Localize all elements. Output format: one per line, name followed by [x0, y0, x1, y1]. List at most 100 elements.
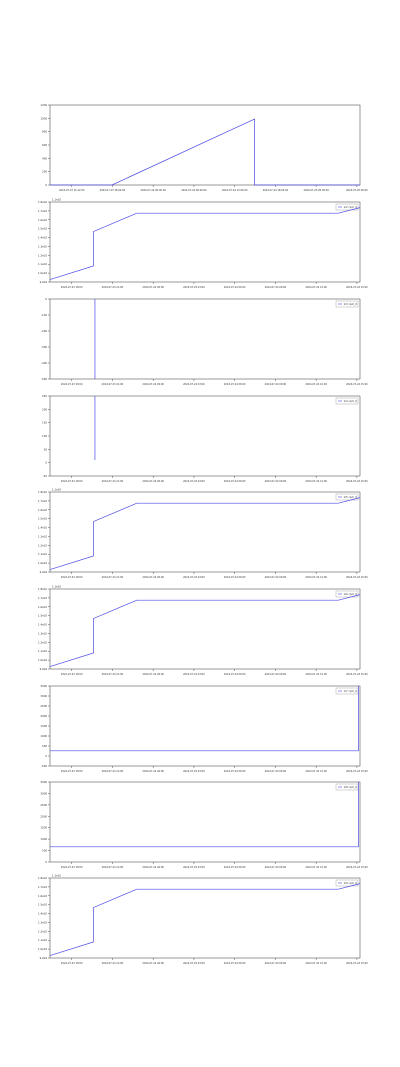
chart-panel-3: 0 -100 -200 -300 -400 -500 2024-07-23 18:00 202… [41, 297, 368, 386]
series-line [50, 118, 360, 186]
legend-label: 1/6 cpm_0 [344, 592, 358, 596]
y-tick-label: -100 [41, 313, 47, 317]
y-tick-label: 1.2e10 [38, 253, 47, 257]
legend-box [335, 590, 359, 598]
x-tick-label: 2024-07-24 06:00 [224, 480, 246, 483]
y-tick-label: 1000 [40, 116, 47, 120]
legend-box [335, 687, 359, 695]
y-tick-label: 600 [42, 143, 47, 147]
y-tick-label: 0 [45, 754, 47, 758]
y-tick-label: 3000 [40, 694, 47, 698]
x-tick-label: 2024-07-24 00:00 [142, 962, 164, 965]
x-tick-label: 2024-07-24 12:00 [305, 480, 327, 483]
chart-panel-9: 1.8e10 1.7e10 1.6e10 1.5e10 1.4e10 1.3e10 1.2e… [38, 874, 368, 966]
chart-panel-6: 1.8e10 1.7e10 1.6e10 1.5e10 1.4e10 1.3e10 1.2e… [38, 585, 368, 677]
x-tick-label: 2024-07-24 09:00 [265, 673, 287, 676]
plot-frame [49, 877, 361, 959]
x-tick-label: 2024-07-24 09:00 [265, 576, 287, 579]
y-tick-label: 1.6e10 [38, 218, 47, 222]
y-tick-label: 1.2e10 [38, 640, 47, 644]
x-tick-label: 2024-07-23 21:00 [102, 576, 124, 579]
x-tick-label: 2024-07-24 12:00 [305, 383, 327, 386]
y-tick-label: 1.8e10 [38, 490, 47, 494]
offset-text: 1.1e10 [52, 488, 61, 492]
y-tick-label: 9.0e9 [40, 570, 48, 574]
legend-label: 1/2 cpm_0 [344, 205, 358, 209]
y-tick-label: 150 [42, 421, 47, 425]
x-tick-label: 2024-07-23 15:12:00 [59, 189, 85, 192]
x-tick-label: 2024-07-23 18:00 [61, 770, 83, 773]
y-tick-label: 0 [45, 461, 47, 465]
y-tick-label: 1.3e10 [38, 920, 47, 924]
y-tick-label: 500 [42, 744, 47, 748]
y-tick-label: 1.4e10 [38, 623, 47, 627]
y-tick-label: 0 [45, 183, 47, 187]
x-tick-label: 2024-07-24 00:00 [142, 480, 164, 483]
offset-text: 1.1e10 [52, 585, 61, 589]
x-tick-label: 2024-07-24 15:00 [346, 962, 368, 965]
x-tick-label: 2024-07-24 15:00 [346, 286, 368, 289]
y-tick-label: 1.4e10 [38, 236, 47, 240]
y-tick-label: 1000 [40, 734, 47, 738]
y-tick-label: 1.4e10 [38, 526, 47, 530]
legend-box [335, 397, 359, 405]
y-tick-label: 1.1e10 [38, 262, 47, 266]
y-tick-label: 1.0e10 [38, 658, 47, 662]
x-tick-label: 2024-07-24 00:00 [142, 770, 164, 773]
legend-box [335, 783, 359, 791]
legend-label: 1/8 cpm_0 [344, 785, 358, 789]
x-tick-label: 2024-07-23 18:00 [61, 962, 83, 965]
x-tick-label: 2024-07-24 03:00 [183, 286, 205, 289]
chart-panel-2: 1.8e10 1.7e10 1.6e10 1.5e10 1.4e10 1.3e10 1.2e… [38, 198, 368, 290]
plot-frame [49, 395, 361, 477]
y-tick-label: 1.3e10 [38, 244, 47, 248]
x-tick-label: 2024-07-24 09:00 [265, 962, 287, 965]
series-line [50, 686, 359, 752]
y-tick-label: 1.7e10 [38, 596, 47, 600]
x-tick-label: 2024-07-23 18:00 [61, 866, 83, 869]
y-tick-label: 9.0e9 [40, 280, 48, 284]
x-tick-label: 2024-07-24 06:00 [224, 576, 246, 579]
y-tick-label: -500 [41, 377, 47, 381]
x-tick-label: 2024-07-23 21:00 [102, 673, 124, 676]
x-tick-label: 2024-07-24 03:00 [183, 480, 205, 483]
y-tick-label: 1.6e10 [38, 508, 47, 512]
x-tick-label: 2024-07-24 03:00 [183, 576, 205, 579]
x-tick-label: 2024-07-24 06:00:00 [181, 189, 207, 192]
y-tick-label: 50 [44, 447, 48, 451]
y-tick-label: 1.1e10 [38, 552, 47, 556]
x-tick-label: 2024-07-23 21:00 [102, 480, 124, 483]
y-tick-label: 1.5e10 [38, 614, 47, 618]
x-tick-label: 2024-07-23 18:00 [61, 673, 83, 676]
y-tick-label: 1500 [40, 826, 47, 830]
x-tick-label: 2024-07-23 21:00 [102, 383, 124, 386]
y-tick-label: 100 [42, 434, 47, 438]
x-tick-label: 2024-07-24 18:00:00 [263, 189, 289, 192]
x-tick-label: 2024-07-24 12:00 [305, 962, 327, 965]
plot-frame [49, 781, 361, 863]
y-tick-label: -50 [43, 474, 48, 478]
legend-label: 1/4 cpm_0 [344, 399, 358, 403]
x-tick-label: 2024-07-24 00:00 [142, 286, 164, 289]
y-tick-label: 3000 [40, 791, 47, 795]
x-tick-label: 2024-07-24 06:00 [224, 866, 246, 869]
y-tick-label: 1.3e10 [38, 534, 47, 538]
x-tick-label: 2024-07-23 21:00 [102, 286, 124, 289]
y-tick-label: 1.3e10 [38, 631, 47, 635]
legend-label: 1/3 cpm_0 [344, 302, 358, 306]
y-tick-label: 9.0e9 [40, 667, 48, 671]
y-tick-label: 1.0e10 [38, 561, 47, 565]
x-tick-label: 2024-07-24 00:00 [142, 576, 164, 579]
legend-box [335, 879, 359, 887]
y-tick-label: -200 [41, 329, 47, 333]
x-tick-label: 2024-07-24 03:00 [183, 673, 205, 676]
y-tick-label: 0 [45, 297, 47, 301]
x-tick-label: 2024-07-24 12:00:00 [222, 189, 248, 192]
x-tick-label: 2024-07-24 12:00 [305, 286, 327, 289]
y-tick-label: 3500 [40, 684, 47, 688]
y-tick-label: 1.5e10 [38, 517, 47, 521]
x-tick-label: 2024-07-24 03:00 [183, 383, 205, 386]
y-tick-label: -400 [41, 361, 47, 365]
x-tick-label: 2024-07-24 15:00 [346, 770, 368, 773]
